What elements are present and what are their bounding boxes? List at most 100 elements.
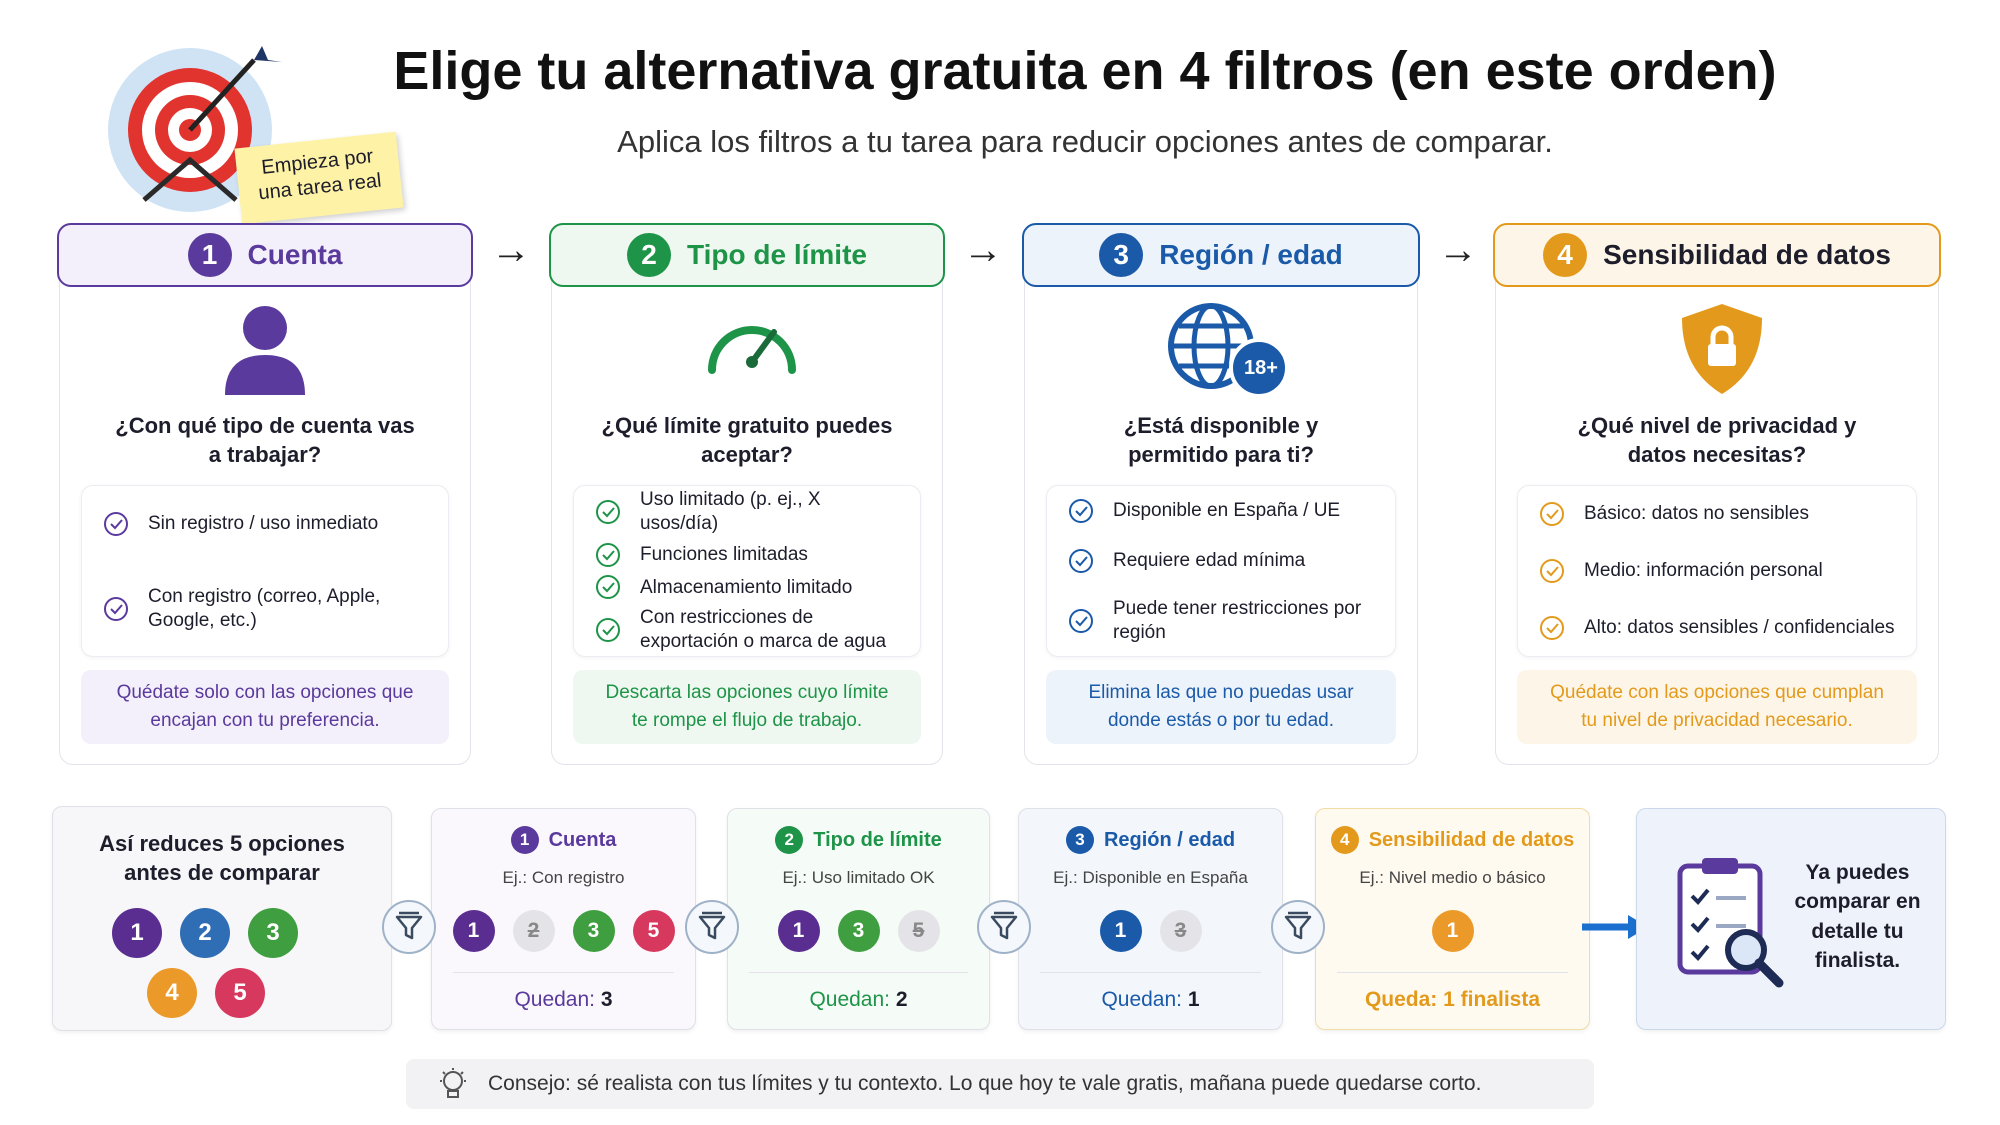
- remaining-suffix: finalista: [1460, 988, 1541, 1011]
- step-question: ¿Está disponible y permitido para ti?: [1123, 413, 1319, 467]
- step-arrow: →: [491, 228, 531, 272]
- stage-number: 2: [775, 826, 804, 854]
- remaining-count: 1: [1443, 988, 1455, 1011]
- remaining-count: 1: [1187, 988, 1200, 1011]
- remaining-label: Quedan:: [809, 988, 891, 1011]
- stage-remaining: Quedan: 1: [1018, 988, 1283, 1012]
- option-row: Medio: información personal: [1518, 557, 1916, 585]
- options-box: Básico: datos no sensibles Medio: informa…: [1517, 485, 1917, 657]
- option-icon: [1067, 497, 1095, 525]
- option-icon: [1538, 557, 1566, 585]
- option-text: Con restricciones de exportación o marca…: [640, 607, 887, 652]
- step-number: 2: [627, 233, 672, 277]
- step-icon: [220, 300, 350, 400]
- stage-number: 4: [1330, 826, 1359, 854]
- stage-example: Ej.: Nivel medio o básico: [1359, 868, 1546, 887]
- option-text: Con registro (correo, Apple, Google, etc…: [148, 585, 381, 631]
- option-row: Con restricciones de exportación o marca…: [574, 606, 920, 654]
- option-circle: 1: [452, 910, 495, 952]
- option-circle: 3: [572, 910, 615, 952]
- option-icon-svg: [596, 617, 620, 642]
- option-icon-svg: [1069, 609, 1093, 634]
- option-text: Puede tener restricciones por región: [1113, 598, 1362, 644]
- option-circle: 1: [777, 910, 820, 952]
- stage-header: 2 Tipo de límite: [727, 826, 990, 854]
- stage-header: 1 Cuenta: [431, 826, 696, 854]
- option-text: Básico: datos no sensibles: [1584, 503, 1809, 525]
- option-row: Sin registro / uso inmediato: [82, 510, 448, 538]
- option-row: Básico: datos no sensibles: [1518, 500, 1916, 528]
- remaining-count: 3: [600, 988, 613, 1011]
- option-icon: [1538, 614, 1566, 642]
- stage-title: Sensibilidad de datos: [1368, 828, 1575, 851]
- option-icon-svg: [596, 500, 620, 525]
- options-box: Uso limitado (p. ej., X usos/día) Funcion…: [573, 485, 921, 657]
- step-icon: [1672, 300, 1802, 400]
- step-icon-svg: [708, 326, 796, 374]
- option-text: Requiere edad mínima: [1113, 550, 1306, 572]
- remaining-label: Queda:: [1364, 988, 1438, 1011]
- option-icon-svg: [1540, 615, 1564, 640]
- step-icon-svg: [1682, 304, 1762, 394]
- step-note: Quédate solo con las opciones que encaja…: [81, 670, 449, 744]
- stage-number: 3: [1065, 826, 1094, 854]
- option-icon-svg: [104, 511, 128, 536]
- step-note: Descarta las opciones cuyo límite te rom…: [573, 670, 921, 744]
- stage-header: 3 Región / edad: [1018, 826, 1283, 854]
- tip-text: Consejo: sé realista con tus límites y t…: [488, 1072, 1482, 1095]
- target-icon: [108, 46, 282, 212]
- option-icon-svg: [596, 542, 620, 567]
- step-header: 2 Tipo de límite: [549, 223, 945, 287]
- option-icon: [102, 595, 130, 623]
- step-note: Elimina las que no puedas usar donde est…: [1046, 670, 1396, 744]
- page-subtitle: Aplica los filtros a tu tarea para reduc…: [617, 124, 1553, 159]
- option-row: Requiere edad mínima: [1047, 547, 1395, 575]
- option-text: Medio: información personal: [1584, 560, 1823, 582]
- option-icon-svg: [1069, 549, 1093, 574]
- option-icon: [1067, 547, 1095, 575]
- stage-title: Cuenta: [548, 828, 617, 851]
- option-row: Con registro (correo, Apple, Google, etc…: [82, 585, 448, 633]
- stage-remaining: Quedan: 3: [431, 988, 696, 1012]
- option-circle: 2: [180, 908, 230, 958]
- option-circle: 1: [1431, 910, 1474, 952]
- stage-divider: [1337, 972, 1568, 973]
- clipboard-icon: [1670, 852, 1790, 992]
- option-text: Disponible en España / UE: [1113, 500, 1341, 522]
- remaining-count: 2: [895, 988, 908, 1011]
- option-text: Alto: datos sensibles / confidenciales: [1584, 616, 1895, 638]
- step-arrow: →: [963, 228, 1003, 272]
- option-row: Almacenamiento limitado: [574, 573, 920, 601]
- funnel-icon: [684, 899, 740, 955]
- option-circle: 1: [1099, 910, 1142, 952]
- option-icon-svg: [596, 575, 620, 600]
- step-note: Quédate con las opciones que cumplan tu …: [1517, 670, 1917, 744]
- stage-title: Tipo de límite: [813, 828, 942, 851]
- step-number: 4: [1543, 233, 1588, 277]
- option-icon-svg: [104, 596, 128, 621]
- option-circle: 4: [147, 968, 197, 1018]
- stage-box: [1018, 808, 1283, 1030]
- remaining-label: Quedan:: [514, 988, 596, 1011]
- option-icon-svg: [1540, 502, 1564, 527]
- stage-divider: [1040, 972, 1261, 973]
- funnel-icon-svg: [1271, 900, 1325, 954]
- age-badge: 18+: [1244, 357, 1278, 379]
- option-text: Uso limitado (p. ej., X usos/día): [640, 489, 821, 535]
- funnel-icon-svg: [685, 900, 739, 954]
- funnel-icon-svg: [382, 900, 436, 954]
- option-icon: [594, 498, 622, 526]
- step-title: Tipo de límite: [687, 239, 867, 270]
- step-arrow: →: [1438, 228, 1478, 272]
- option-row: Alto: datos sensibles / confidenciales: [1518, 614, 1916, 642]
- step-question: ¿Qué nivel de privacidad y datos necesit…: [1577, 413, 1857, 467]
- option-circle: 1: [112, 908, 162, 958]
- option-circle: 5: [215, 968, 265, 1018]
- option-icon-svg: [1540, 558, 1564, 583]
- option-row: Disponible en España / UE: [1047, 497, 1395, 525]
- option-row: Funciones limitadas: [574, 541, 920, 569]
